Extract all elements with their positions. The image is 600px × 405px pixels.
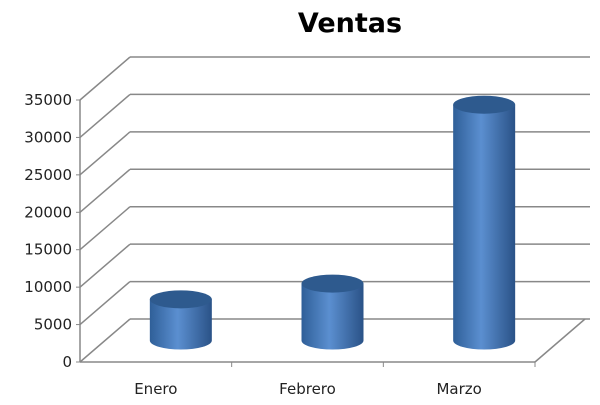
y-tick-label: 5000 — [34, 316, 72, 334]
gridline-side — [79, 93, 131, 138]
gridline-side — [79, 318, 131, 363]
bar-febrero — [301, 283, 364, 350]
bar-top-marzo — [453, 95, 516, 114]
bar-top-enero — [149, 290, 212, 309]
y-tick-label: 35000 — [24, 91, 72, 109]
gridline-side — [79, 56, 131, 101]
x-tick-label: Enero — [134, 380, 177, 398]
gridline-side — [79, 243, 131, 288]
bar-marzo — [453, 104, 516, 350]
gridline-side — [79, 131, 131, 176]
y-tick-label: 10000 — [24, 278, 72, 296]
x-tick-label: Marzo — [436, 380, 481, 398]
y-tick-label: 25000 — [24, 166, 72, 184]
gridline-side — [79, 206, 131, 251]
y-tick-label: 0 — [62, 353, 72, 371]
x-tick-label: Febrero — [279, 380, 336, 398]
gridline-side — [79, 168, 131, 213]
chart-title: Ventas — [297, 8, 403, 39]
bar-top-febrero — [301, 274, 364, 293]
floor-edge — [534, 318, 586, 363]
gridline-side — [79, 281, 131, 326]
y-tick-label: 20000 — [24, 203, 72, 221]
y-tick-label: 15000 — [24, 241, 72, 259]
bar-enero — [149, 299, 212, 350]
y-tick-label: 30000 — [24, 128, 72, 146]
